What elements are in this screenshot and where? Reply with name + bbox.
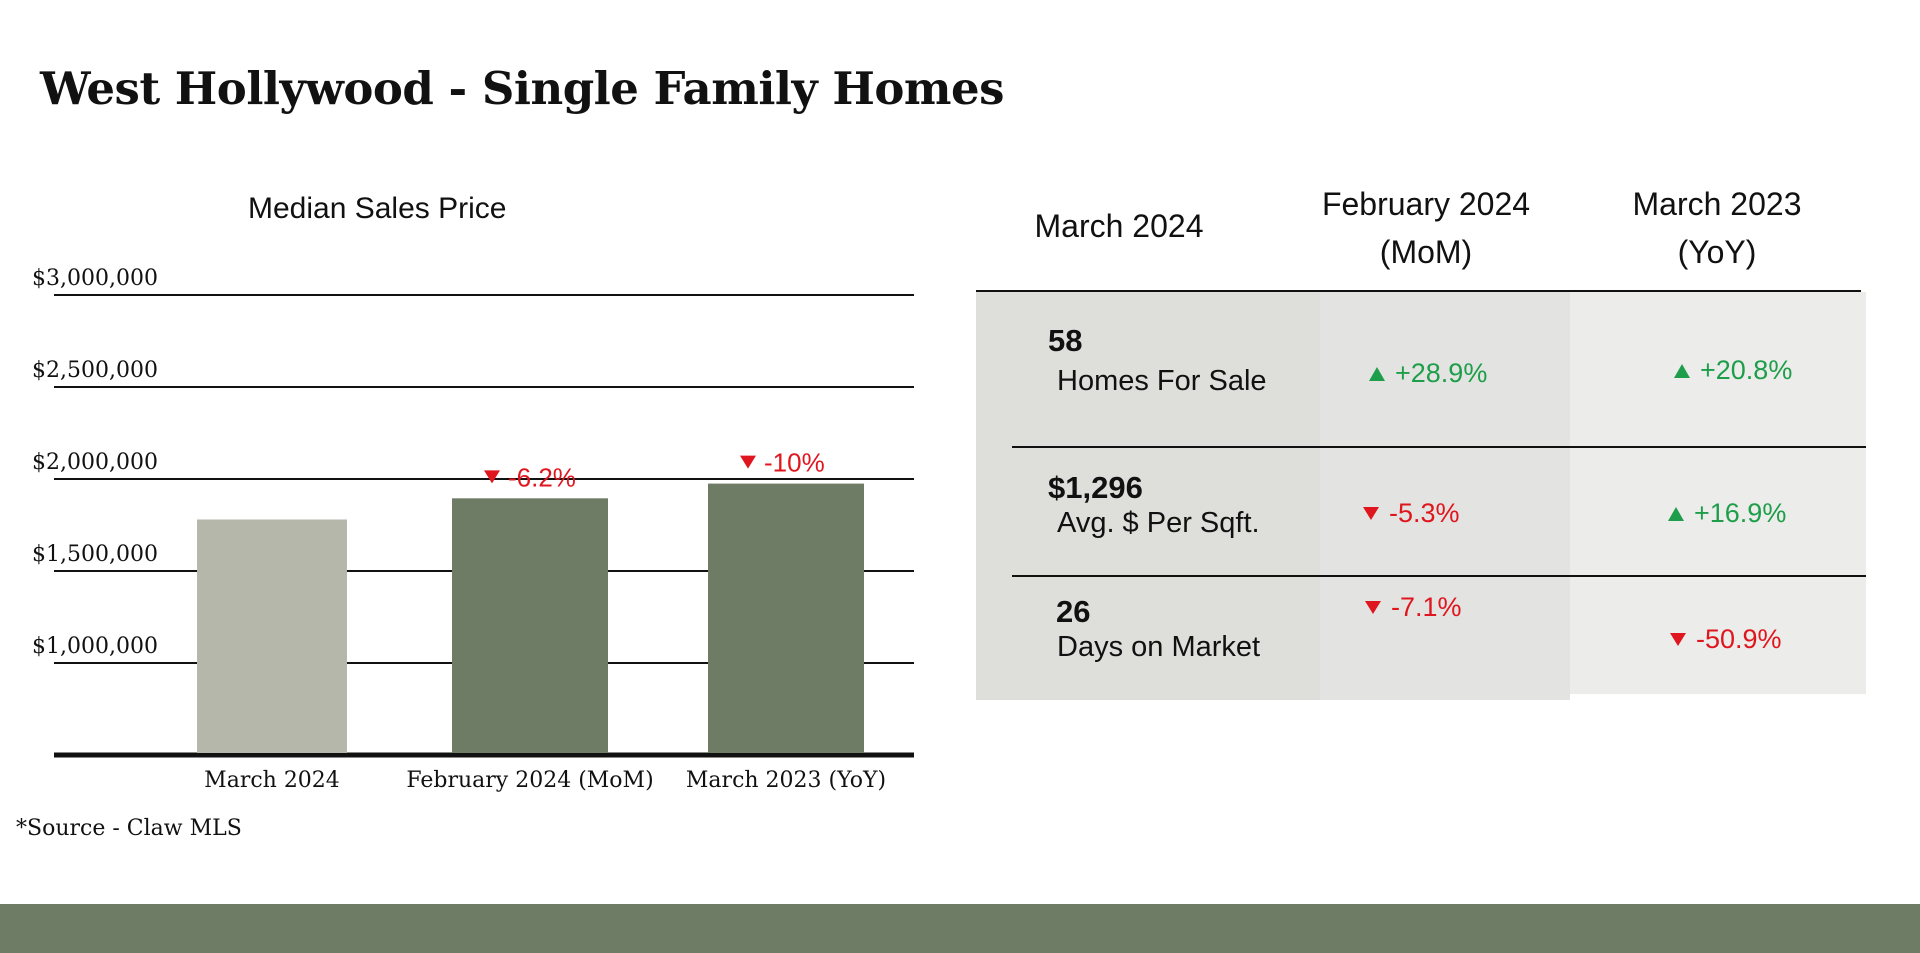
column-bg-mom bbox=[1320, 292, 1570, 700]
days-on-market-label: Days on Market bbox=[1057, 631, 1261, 663]
up-arrow-icon bbox=[1674, 363, 1690, 378]
x-tick-label: February 2024 (MoM) bbox=[406, 768, 653, 793]
down-arrow-icon bbox=[1670, 633, 1686, 646]
y-tick-label: $1,000,000 bbox=[32, 634, 158, 659]
bar bbox=[197, 519, 347, 753]
row-divider bbox=[1012, 446, 1866, 448]
column-bg-current bbox=[976, 292, 1320, 700]
down-arrow-icon bbox=[1363, 507, 1379, 520]
days-on-market-value: 26 bbox=[1056, 594, 1091, 629]
avg-price-per-sqft-value: $1,296 bbox=[1048, 470, 1143, 505]
bar-annotation: -6.2% bbox=[508, 462, 576, 492]
bar-annotation: -10% bbox=[764, 448, 825, 478]
up-arrow-icon bbox=[1668, 506, 1684, 521]
page-title: West Hollywood - Single Family Homes bbox=[40, 62, 1004, 115]
days-on-market-mom: -7.1% bbox=[1365, 592, 1462, 623]
homes-for-sale-value: 58 bbox=[1048, 323, 1083, 358]
column-bg-yoy bbox=[1570, 292, 1866, 694]
stats-table: March 2024 February 2024 (MoM) March 202… bbox=[976, 180, 1866, 700]
source-note: *Source - Claw MLS bbox=[16, 816, 242, 841]
up-arrow-icon bbox=[1369, 366, 1385, 381]
header-current: March 2024 bbox=[1034, 208, 1204, 244]
header-divider bbox=[976, 290, 1861, 292]
avg-price-per-sqft-label: Avg. $ Per Sqft. bbox=[1057, 507, 1260, 539]
avg-price-per-sqft-yoy: +16.9% bbox=[1668, 498, 1786, 529]
footer-band bbox=[0, 904, 1920, 953]
x-tick-label: March 2023 (YoY) bbox=[686, 768, 886, 793]
y-tick-label: $3,000,000 bbox=[32, 266, 158, 291]
down-arrow-icon bbox=[1365, 601, 1381, 614]
homes-for-sale-yoy: +20.8% bbox=[1674, 355, 1792, 386]
avg-price-per-sqft-mom: -5.3% bbox=[1363, 498, 1460, 529]
homes-for-sale-label: Homes For Sale bbox=[1057, 365, 1267, 397]
row-divider bbox=[1012, 575, 1866, 577]
y-tick-label: $2,500,000 bbox=[32, 358, 158, 383]
y-tick-label: $2,000,000 bbox=[32, 450, 158, 475]
chart-title: Median Sales Price bbox=[248, 192, 507, 225]
header-yoy: March 2023 (YoY) bbox=[1632, 186, 1802, 270]
bar bbox=[708, 483, 864, 753]
down-arrow-icon bbox=[484, 470, 500, 484]
days-on-market-yoy: -50.9% bbox=[1670, 624, 1782, 655]
down-arrow-icon bbox=[740, 455, 756, 469]
header-mom: February 2024 (MoM) bbox=[1321, 186, 1531, 270]
y-tick-label: $1,500,000 bbox=[32, 542, 158, 567]
median-price-chart: $1,000,000 $1,500,000 $2,000,000 $2,500,000… bbox=[32, 266, 914, 793]
x-tick-label: March 2024 bbox=[204, 768, 340, 793]
homes-for-sale-mom: +28.9% bbox=[1369, 358, 1487, 389]
bar bbox=[452, 498, 608, 753]
